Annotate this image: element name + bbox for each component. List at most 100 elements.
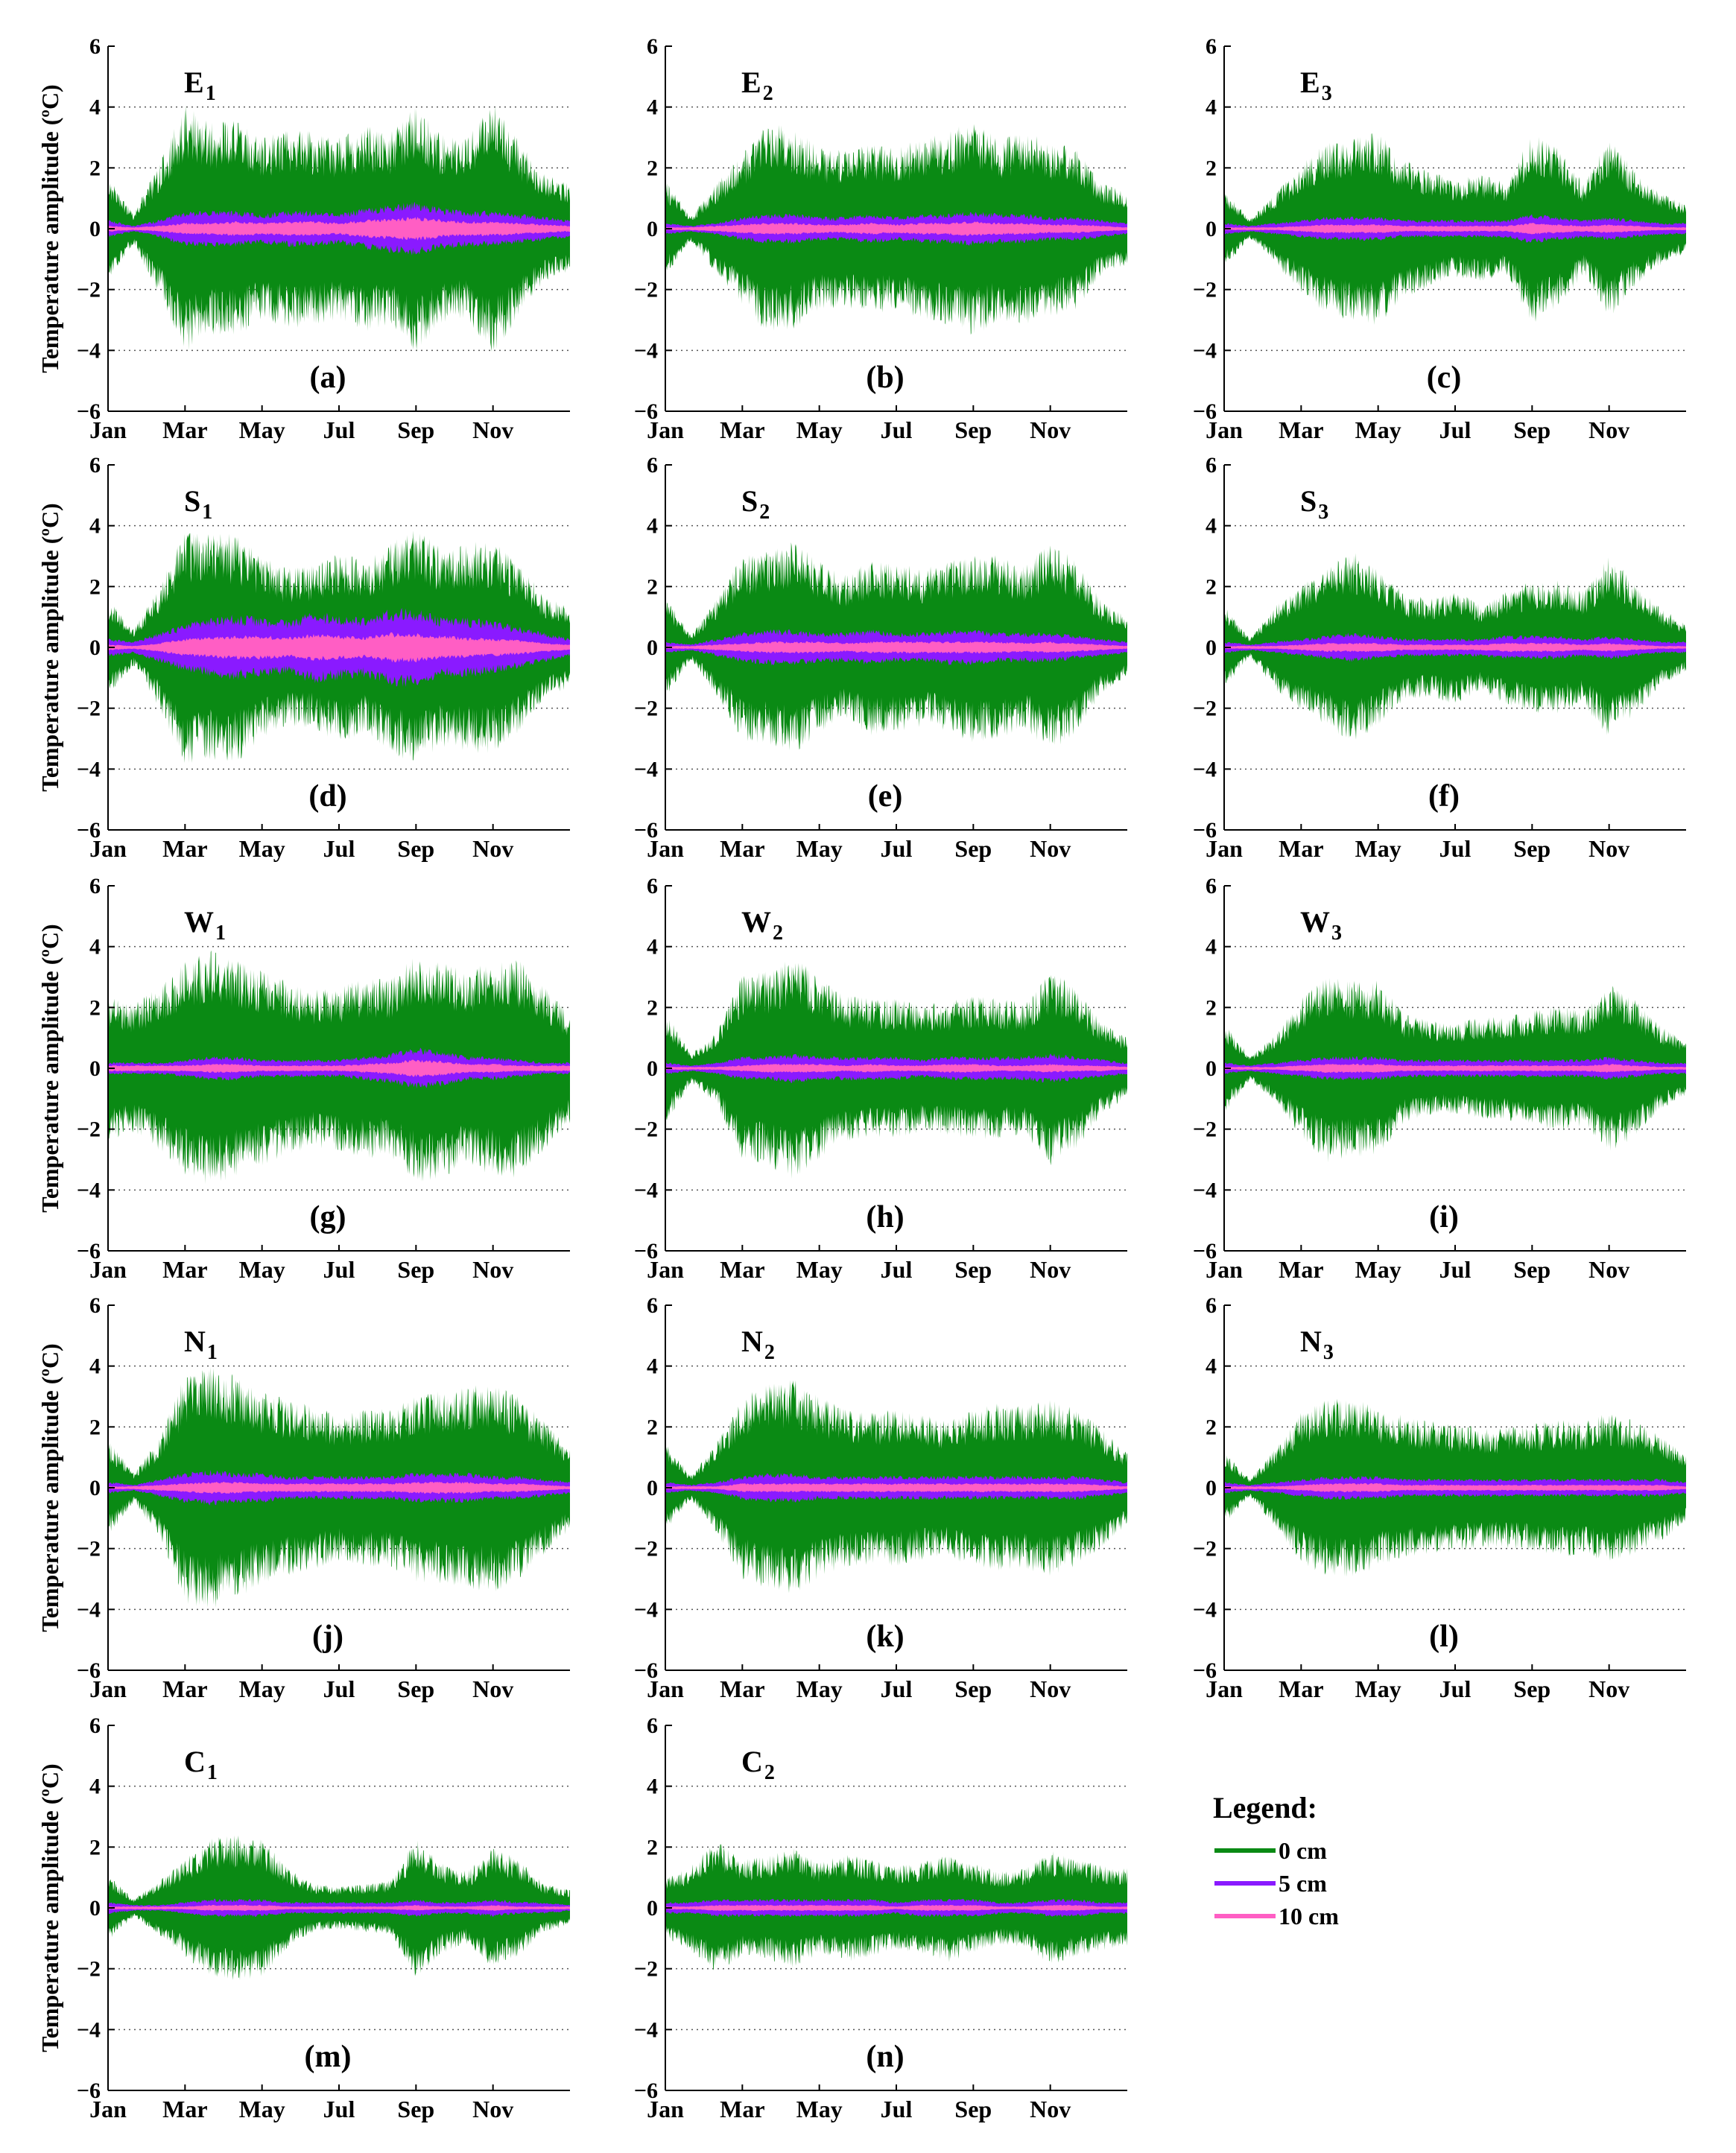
y-tick-label: 4	[89, 514, 101, 539]
station-label: S3	[1300, 484, 1328, 524]
y-tick-label: −4	[1193, 757, 1217, 781]
y-tick-label: 4	[1206, 1354, 1217, 1379]
x-tick-label: Nov	[1030, 1675, 1071, 1702]
y-tick-label: 6	[647, 1293, 658, 1318]
y-tick-label: 6	[647, 874, 658, 898]
x-tick-label: Nov	[1030, 416, 1071, 443]
y-tick-label: 4	[647, 935, 658, 960]
y-tick-label: −4	[1193, 1178, 1217, 1202]
y-tick-label: 0	[1206, 1476, 1217, 1500]
legend-title: Legend:	[1213, 1791, 1317, 1824]
y-tick-label: 6	[89, 34, 101, 59]
y-tick-label: 0	[1206, 217, 1217, 241]
series-10cm-band	[108, 1904, 570, 1911]
station-subscript: 3	[1323, 1341, 1334, 1364]
y-tick-label: 4	[1206, 935, 1217, 960]
y-tick-label: −2	[77, 697, 101, 721]
series-10cm-band	[108, 217, 570, 241]
x-tick-label: Jul	[881, 2096, 913, 2122]
x-tick-label: Nov	[1588, 1675, 1629, 1702]
y-tick-label: −4	[634, 2017, 658, 2042]
y-tick-label: 2	[1206, 156, 1217, 180]
x-tick-label: Sep	[954, 835, 992, 862]
y-tick-label: 6	[1206, 874, 1217, 898]
y-tick-label: 2	[647, 574, 658, 599]
legend-label: 0 cm	[1279, 1837, 1327, 1864]
panel-label: (f)	[1428, 779, 1460, 814]
panel-label: (g)	[310, 1200, 346, 1234]
y-tick-label: 2	[1206, 574, 1217, 599]
x-tick-label: Jul	[1439, 1256, 1472, 1283]
panel-label: (k)	[866, 1620, 904, 1654]
y-tick-label: 0	[647, 1476, 658, 1500]
y-tick-label: 4	[1206, 95, 1217, 120]
y-tick-label: 2	[647, 1415, 658, 1439]
x-tick-label: Nov	[472, 835, 513, 862]
y-tick-label: 4	[89, 1775, 101, 1799]
y-tick-label: −6	[634, 1658, 658, 1683]
x-tick-label: May	[796, 835, 843, 862]
y-tick-label: −4	[77, 2017, 101, 2042]
station-subscript: 1	[202, 501, 212, 524]
series-10cm-band	[665, 1483, 1127, 1493]
x-tick-label: May	[796, 1256, 843, 1283]
y-tick-label: 4	[1206, 514, 1217, 539]
panel-label: (n)	[866, 2040, 904, 2074]
y-axis-title: Temperature amplitude (ºC)	[37, 924, 63, 1212]
station-subscript: 2	[764, 1761, 775, 1784]
series-10cm-band	[108, 1481, 570, 1494]
panel-label: (c)	[1427, 361, 1462, 395]
station-subscript: 1	[207, 1761, 218, 1784]
series-10cm-band	[665, 221, 1127, 236]
x-tick-label: Mar	[1279, 835, 1323, 862]
panel-j: −6 −4 −2 0 2 4 6 Jan Mar May Jul Sep Nov Temperature …	[37, 1293, 570, 1702]
x-tick-label: Nov	[1030, 1256, 1071, 1283]
station-label: W3	[1300, 905, 1342, 945]
series-10cm-band	[108, 1059, 570, 1077]
station-label: S1	[184, 484, 212, 524]
y-tick-label: −6	[77, 818, 101, 843]
x-tick-label: Sep	[954, 416, 992, 443]
y-tick-label: 0	[647, 635, 658, 660]
y-tick-label: −2	[1193, 1117, 1217, 1142]
y-tick-label: 6	[1206, 1293, 1217, 1318]
x-tick-label: Jan	[647, 835, 684, 862]
y-tick-label: −6	[634, 818, 658, 843]
y-tick-label: −6	[77, 2079, 101, 2103]
x-tick-label: May	[1355, 416, 1401, 443]
y-tick-label: 0	[647, 1056, 658, 1081]
station-label: W1	[184, 905, 226, 945]
x-tick-label: May	[1355, 1256, 1401, 1283]
y-tick-label: −2	[77, 1537, 101, 1561]
y-tick-label: 2	[89, 156, 101, 180]
y-tick-label: 4	[647, 1354, 658, 1379]
y-tick-label: 4	[89, 1354, 101, 1379]
panel-label: (j)	[312, 1620, 343, 1654]
x-tick-label: Sep	[397, 2096, 434, 2122]
x-tick-label: Sep	[1513, 1675, 1550, 1702]
station-label: C1	[184, 1745, 218, 1784]
y-tick-label: 0	[89, 1056, 101, 1081]
station-label: E3	[1300, 66, 1332, 105]
y-tick-label: 6	[1206, 453, 1217, 478]
x-tick-label: May	[239, 2096, 285, 2122]
series-10cm-band	[665, 641, 1127, 654]
y-tick-label: 4	[647, 514, 658, 539]
x-tick-label: Jan	[647, 2096, 684, 2122]
x-tick-label: May	[796, 2096, 843, 2122]
y-tick-label: −2	[634, 1117, 658, 1142]
x-tick-label: Mar	[1279, 416, 1323, 443]
y-tick-label: 4	[647, 95, 658, 120]
series-10cm-band	[108, 632, 570, 663]
y-tick-label: −4	[634, 338, 658, 363]
y-tick-label: −4	[77, 338, 101, 363]
panel-label: (e)	[868, 779, 903, 814]
y-tick-label: −4	[1193, 1597, 1217, 1622]
y-tick-label: −6	[1193, 1239, 1217, 1263]
x-tick-label: Sep	[954, 1256, 992, 1283]
y-tick-label: 2	[89, 574, 101, 599]
x-tick-label: Jul	[323, 1256, 355, 1283]
x-tick-label: Sep	[1513, 416, 1550, 443]
y-tick-label: −6	[634, 399, 658, 424]
station-subscript: 1	[206, 82, 216, 105]
